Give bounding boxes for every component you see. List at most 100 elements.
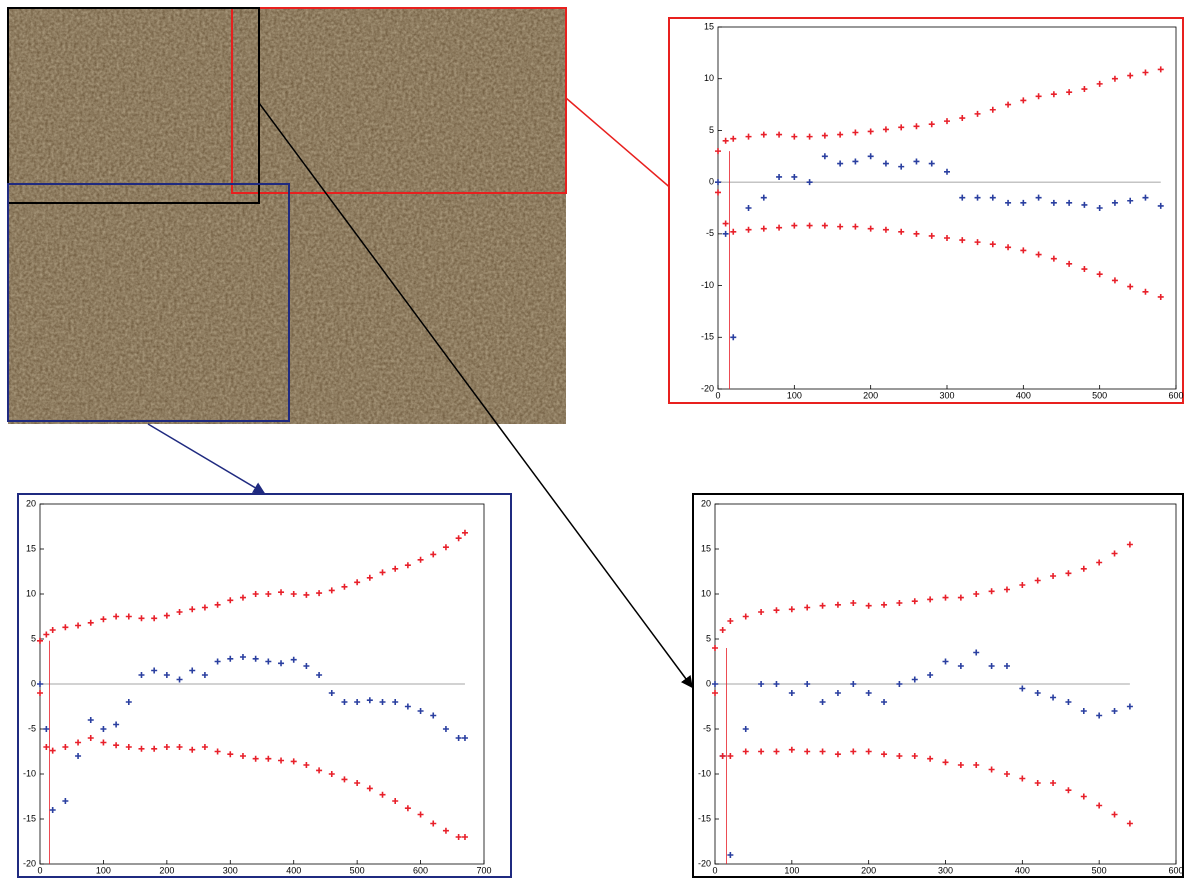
marker: [201, 672, 208, 678]
marker: [896, 753, 903, 759]
marker: [328, 690, 335, 696]
marker: [62, 798, 69, 804]
marker: [989, 241, 996, 248]
marker: [1080, 565, 1087, 572]
marker: [189, 746, 196, 753]
marker: [727, 618, 734, 624]
marker: [837, 160, 844, 167]
y-tick-label: 5: [709, 125, 714, 135]
chart-frame: [668, 17, 1184, 404]
marker: [834, 601, 841, 608]
y-tick-label: 15: [26, 543, 36, 553]
marker: [354, 780, 361, 786]
y-tick-label: -20: [23, 858, 36, 868]
marker: [989, 194, 996, 201]
marker: [913, 123, 920, 130]
marker: [730, 228, 737, 235]
marker: [852, 158, 859, 165]
marker: [788, 606, 795, 613]
marker: [944, 118, 950, 125]
marker: [821, 132, 828, 139]
marker: [745, 133, 752, 140]
marker: [37, 690, 43, 696]
marker: [804, 604, 811, 611]
marker: [290, 591, 297, 597]
marker: [392, 798, 399, 804]
marker: [867, 153, 874, 160]
marker: [461, 834, 468, 840]
x-tick-label: 0: [37, 865, 42, 875]
marker: [1142, 69, 1149, 76]
marker: [1005, 244, 1012, 251]
x-tick-label: 500: [350, 865, 365, 875]
marker: [974, 194, 981, 201]
x-tick-label: 300: [223, 865, 238, 875]
marker: [791, 222, 798, 229]
marker: [37, 681, 43, 687]
chart-frame: [17, 493, 512, 878]
marker: [1003, 663, 1010, 669]
marker: [758, 609, 765, 615]
marker: [265, 658, 272, 665]
marker: [100, 616, 107, 623]
marker: [1050, 91, 1057, 98]
marker: [417, 708, 424, 714]
marker: [49, 807, 56, 813]
marker: [973, 762, 980, 768]
marker: [442, 827, 449, 834]
marker: [442, 726, 449, 732]
marker: [911, 676, 918, 683]
marker: [214, 748, 221, 755]
marker: [227, 751, 234, 758]
x-tick-label: 500: [1092, 390, 1107, 400]
marker: [974, 239, 981, 246]
marker: [742, 726, 749, 732]
marker: [43, 631, 50, 638]
y-tick-label: 5: [31, 633, 36, 643]
marker: [881, 699, 888, 705]
marker: [1050, 780, 1057, 786]
marker: [239, 753, 246, 759]
marker: [776, 224, 783, 231]
marker: [163, 612, 170, 619]
marker: [303, 762, 310, 768]
marker: [430, 820, 437, 827]
marker: [214, 601, 221, 608]
marker: [727, 852, 734, 858]
marker: [719, 753, 726, 759]
y-tick-label: -15: [23, 813, 36, 823]
marker: [290, 656, 297, 663]
marker: [1035, 251, 1042, 258]
marker: [278, 757, 285, 764]
marker: [366, 785, 373, 792]
field-photo: [7, 7, 567, 424]
marker: [974, 110, 981, 117]
photo-texture: [8, 8, 566, 424]
marker: [867, 225, 874, 232]
marker: [1096, 205, 1103, 211]
y-tick-label: 0: [31, 678, 36, 688]
marker: [850, 748, 857, 755]
marker: [745, 226, 752, 233]
marker: [1034, 577, 1041, 584]
marker: [1096, 80, 1103, 87]
marker: [837, 131, 844, 138]
marker: [727, 753, 734, 759]
marker: [461, 529, 468, 536]
marker: [1035, 194, 1042, 201]
marker: [865, 602, 872, 609]
marker: [865, 748, 872, 755]
marker: [189, 667, 196, 674]
marker: [417, 811, 424, 818]
y-tick-label: -15: [701, 332, 714, 342]
marker: [341, 583, 348, 590]
marker: [366, 574, 373, 581]
marker: [1142, 288, 1149, 295]
marker: [1034, 780, 1041, 786]
marker: [806, 222, 813, 229]
marker: [1096, 712, 1103, 719]
marker: [819, 699, 826, 705]
marker: [1080, 793, 1087, 800]
marker: [957, 594, 964, 601]
marker: [896, 681, 903, 687]
